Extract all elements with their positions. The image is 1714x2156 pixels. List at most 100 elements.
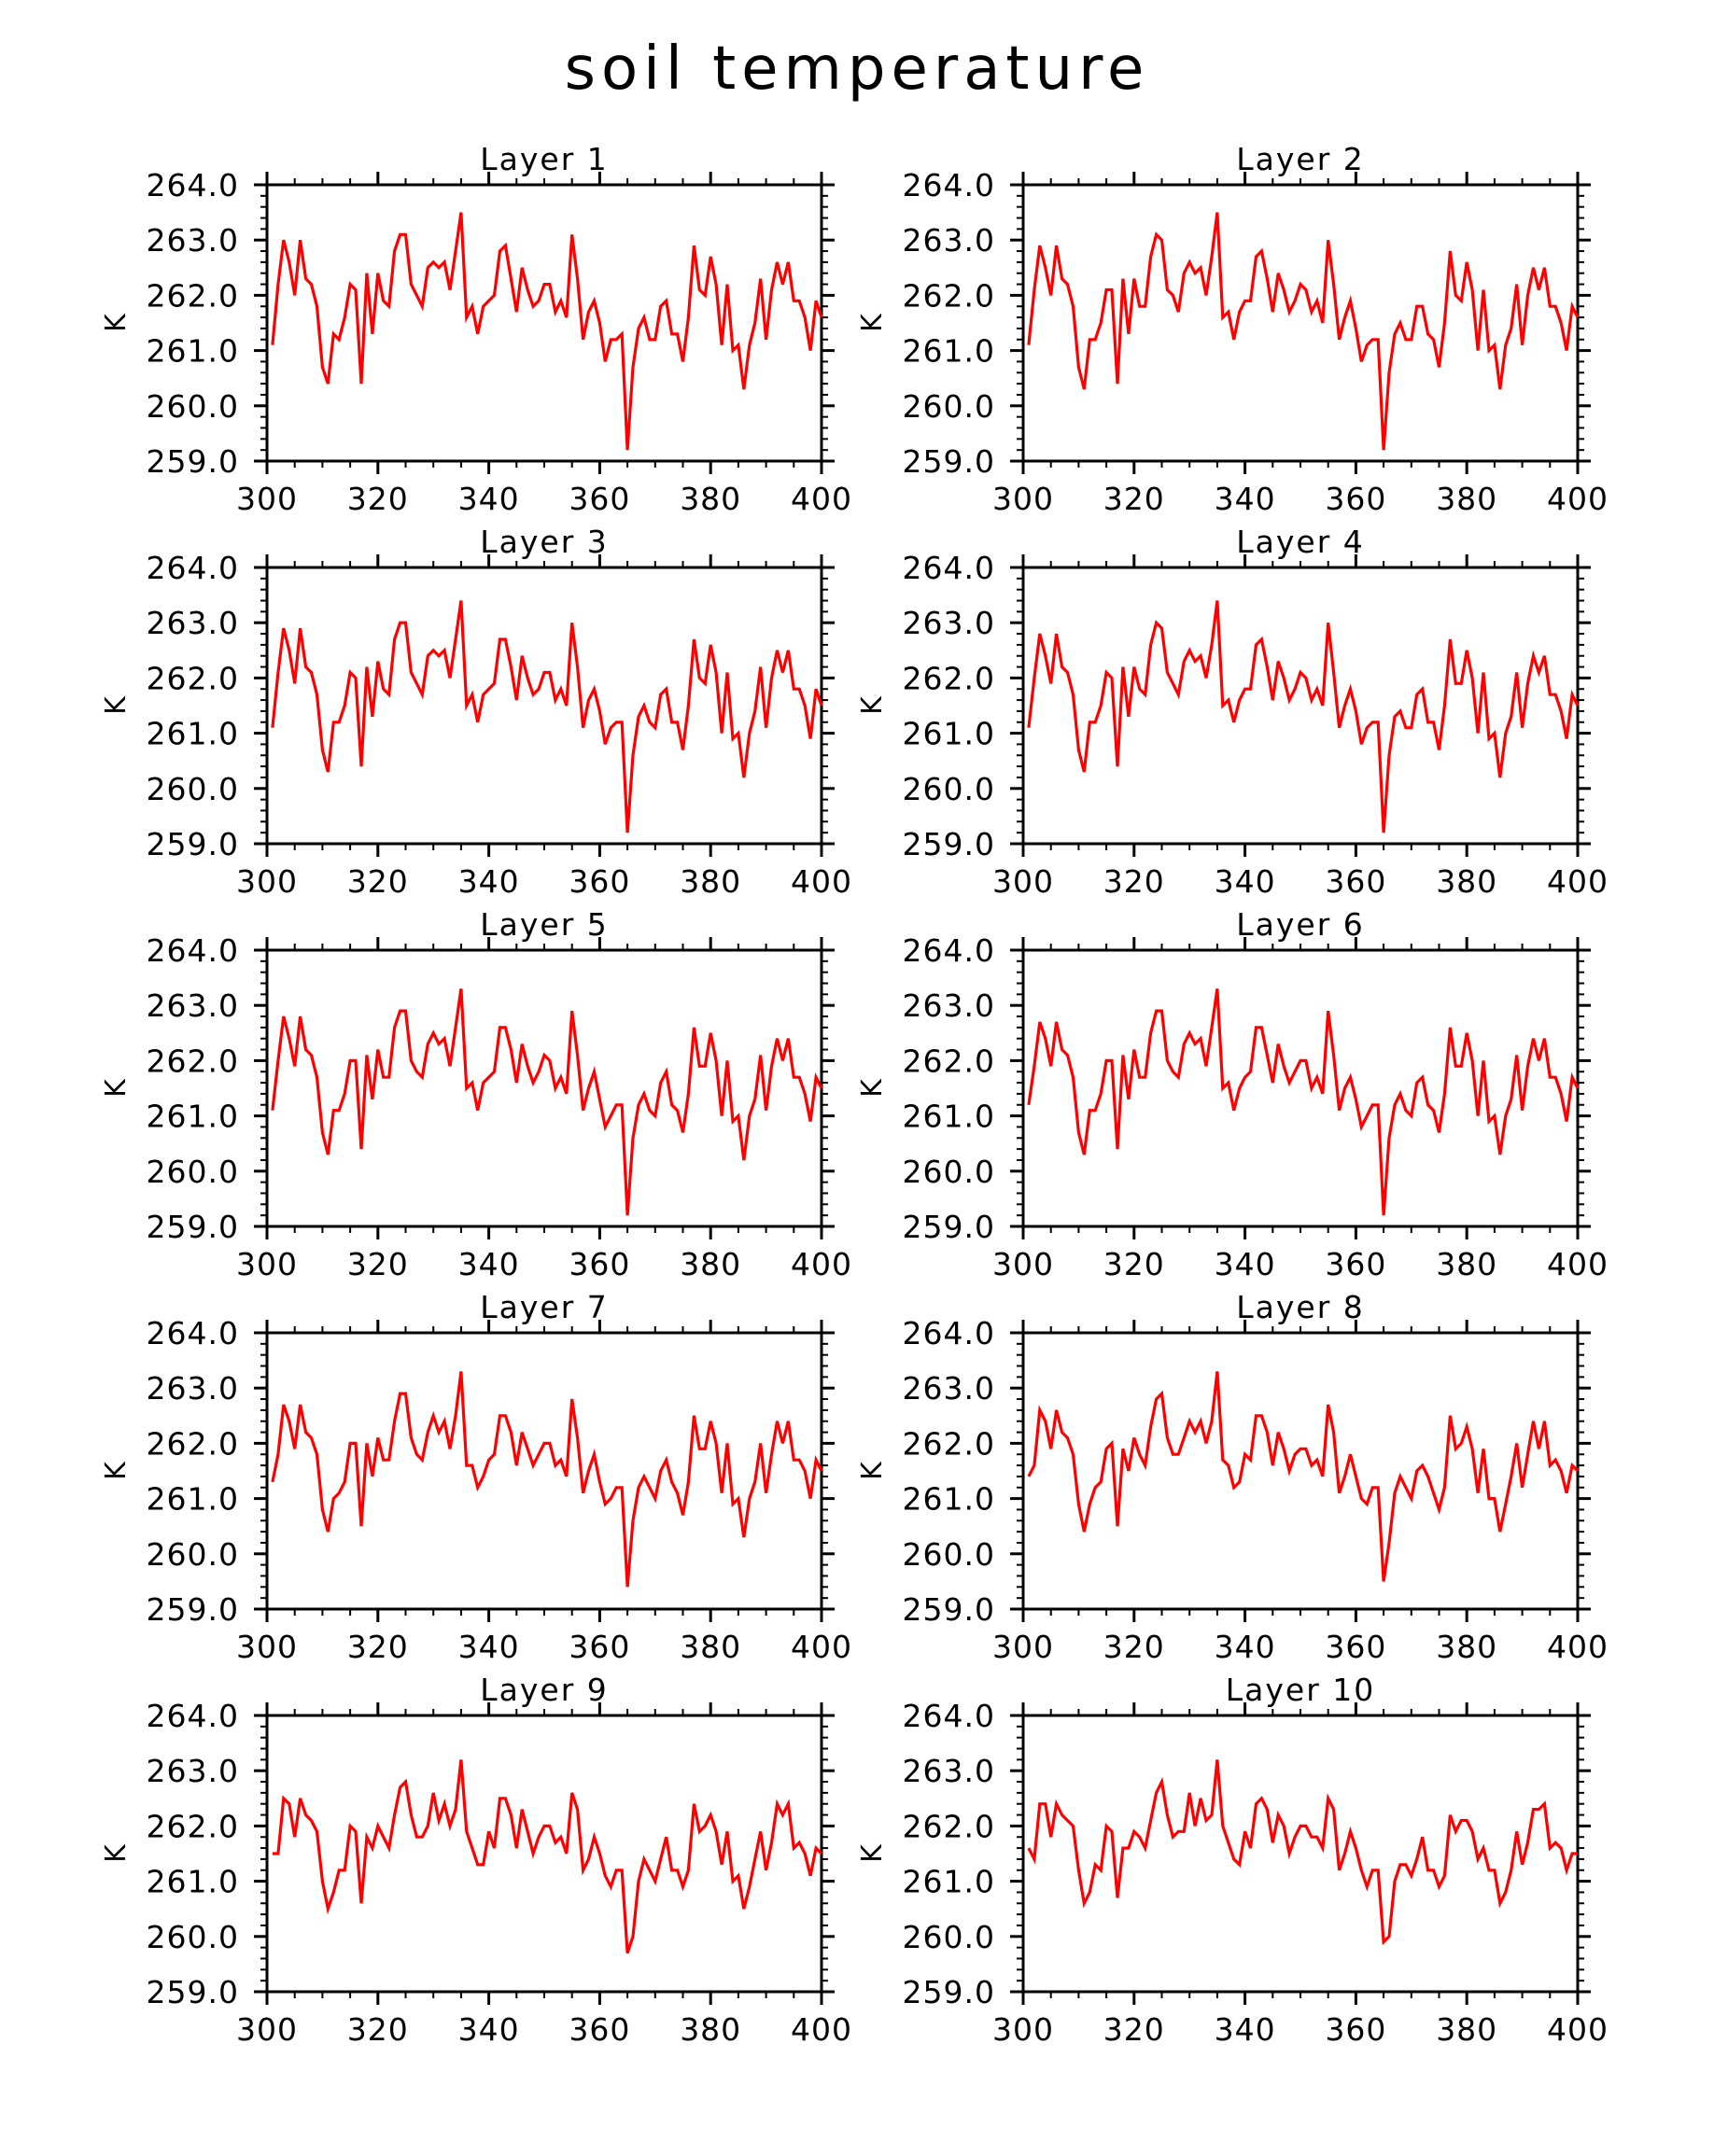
y-axis-label: K — [100, 313, 133, 332]
x-tick-label: 300 — [992, 2011, 1054, 2048]
y-tick-label: 259.0 — [147, 1974, 239, 2010]
chart-panel-8: Layer 8 K 300 320 340 360 380 400 259.0 260.0 261.… — [856, 1289, 1609, 1665]
x-tick-label: 360 — [569, 1246, 630, 1282]
y-tick-label: 261.0 — [903, 333, 995, 370]
plot-frame — [265, 183, 823, 463]
y-tick-label: 263.0 — [903, 1370, 995, 1407]
x-tick-label: 340 — [1215, 2011, 1276, 2048]
y-axis-label: K — [856, 1461, 889, 1480]
y-tick-label: 262.0 — [903, 1043, 995, 1079]
y-tick-label: 264.0 — [147, 1315, 239, 1351]
y-tick-label: 260.0 — [147, 1154, 239, 1190]
x-tick-label: 380 — [680, 863, 741, 900]
y-tick-label: 263.0 — [147, 222, 239, 259]
plot-frame — [1021, 1331, 1580, 1611]
x-tick-label: 340 — [458, 1246, 520, 1282]
y-tick-label: 260.0 — [903, 1919, 995, 1955]
y-tick-label: 261.0 — [903, 1099, 995, 1135]
x-tick-label: 320 — [347, 1246, 409, 1282]
x-tick-label: 340 — [1215, 481, 1276, 517]
x-tick-label: 320 — [1103, 481, 1165, 517]
plot-frame — [265, 948, 823, 1228]
y-axis-label: K — [100, 1843, 133, 1863]
x-tick-label: 340 — [1215, 1246, 1276, 1282]
y-tick-label: 263.0 — [147, 1370, 239, 1407]
y-tick-label: 261.0 — [147, 1099, 239, 1135]
panel-title: Layer 10 — [1226, 1672, 1376, 1708]
y-tick-label: 261.0 — [903, 1864, 995, 1900]
x-tick-label: 360 — [1325, 1629, 1386, 1665]
x-tick-label: 320 — [347, 2011, 409, 2048]
y-tick-label: 262.0 — [903, 1808, 995, 1844]
x-tick-label: 340 — [458, 863, 520, 900]
x-tick-label: 320 — [1103, 1246, 1165, 1282]
x-tick-label: 300 — [236, 481, 298, 517]
chart-panel-4: Layer 4 K 300 320 340 360 380 400 259.0 260.0 261.… — [856, 524, 1608, 900]
y-tick-label: 262.0 — [903, 1425, 995, 1462]
y-axis-label: K — [100, 695, 133, 715]
y-tick-label: 264.0 — [903, 1315, 995, 1351]
chart-panel-3: Layer 3 K 300 320 340 360 380 400 259.0 260.0 261.… — [100, 524, 851, 900]
y-tick-label: 262.0 — [903, 660, 995, 696]
y-axis-label: K — [100, 1461, 133, 1480]
y-axis-label: K — [856, 313, 889, 332]
y-tick-label: 259.0 — [903, 826, 995, 862]
y-tick-label: 263.0 — [147, 605, 239, 641]
x-tick-label: 400 — [791, 1246, 852, 1282]
panel-title: Layer 3 — [480, 524, 609, 560]
panel-title: Layer 9 — [480, 1672, 609, 1708]
y-axis-label: K — [856, 1078, 889, 1098]
x-tick-label: 360 — [1325, 2011, 1386, 2048]
x-tick-label: 360 — [1325, 481, 1386, 517]
y-tick-label: 263.0 — [903, 1753, 995, 1789]
series-line — [271, 600, 823, 833]
x-tick-label: 380 — [680, 481, 741, 517]
chart-panel-2: Layer 2 K 300 320 340 360 380 400 259.0 260.0 261.… — [856, 141, 1608, 517]
x-tick-label: 380 — [680, 2011, 741, 2048]
y-tick-label: 260.0 — [903, 1536, 995, 1573]
y-tick-label: 260.0 — [147, 1536, 239, 1573]
x-tick-label: 300 — [992, 1246, 1054, 1282]
y-tick-label: 264.0 — [903, 1698, 995, 1734]
x-tick-label: 360 — [569, 1629, 630, 1665]
y-tick-label: 261.0 — [147, 1864, 239, 1900]
y-tick-label: 259.0 — [903, 1974, 995, 2010]
x-tick-label: 300 — [236, 2011, 298, 2048]
y-tick-label: 260.0 — [147, 388, 239, 425]
panel-title: Layer 1 — [480, 141, 609, 177]
y-tick-label: 261.0 — [903, 716, 995, 752]
plot-frame — [1021, 183, 1580, 463]
y-tick-label: 259.0 — [903, 1591, 995, 1628]
y-tick-label: 259.0 — [147, 1591, 239, 1628]
x-tick-label: 380 — [680, 1629, 741, 1665]
plot-frame — [1021, 1714, 1580, 1994]
x-tick-label: 380 — [1436, 1629, 1497, 1665]
series-line — [271, 988, 823, 1216]
y-tick-label: 264.0 — [147, 932, 239, 969]
y-tick-label: 263.0 — [147, 987, 239, 1024]
y-tick-label: 262.0 — [903, 277, 995, 314]
x-tick-label: 400 — [1547, 2011, 1609, 2048]
y-tick-label: 259.0 — [147, 826, 239, 862]
y-tick-label: 264.0 — [147, 550, 239, 586]
y-tick-label: 264.0 — [147, 1698, 239, 1734]
x-tick-label: 320 — [1103, 863, 1165, 900]
y-tick-label: 262.0 — [147, 1425, 239, 1462]
x-tick-label: 360 — [1325, 1246, 1386, 1282]
x-tick-label: 300 — [236, 1246, 298, 1282]
y-axis-label: K — [100, 1078, 133, 1098]
x-tick-label: 400 — [1547, 1246, 1609, 1282]
x-tick-label: 400 — [1547, 1629, 1609, 1665]
y-axis-label: K — [856, 1843, 889, 1863]
chart-panel-5: Layer 5 K 300 320 340 360 380 400 259.0 260.0 261.… — [100, 906, 852, 1282]
series-line — [1027, 212, 1580, 451]
y-tick-label: 264.0 — [147, 167, 239, 203]
series-line — [1027, 1759, 1578, 1946]
y-tick-label: 262.0 — [147, 1808, 239, 1844]
y-tick-label: 264.0 — [903, 167, 995, 203]
chart-panel-7: Layer 7 K 300 320 340 360 380 400 259.0 260.0 261.… — [100, 1289, 851, 1665]
panel-title: Layer 2 — [1236, 141, 1365, 177]
x-tick-label: 320 — [347, 863, 409, 900]
y-tick-label: 263.0 — [147, 1753, 239, 1789]
